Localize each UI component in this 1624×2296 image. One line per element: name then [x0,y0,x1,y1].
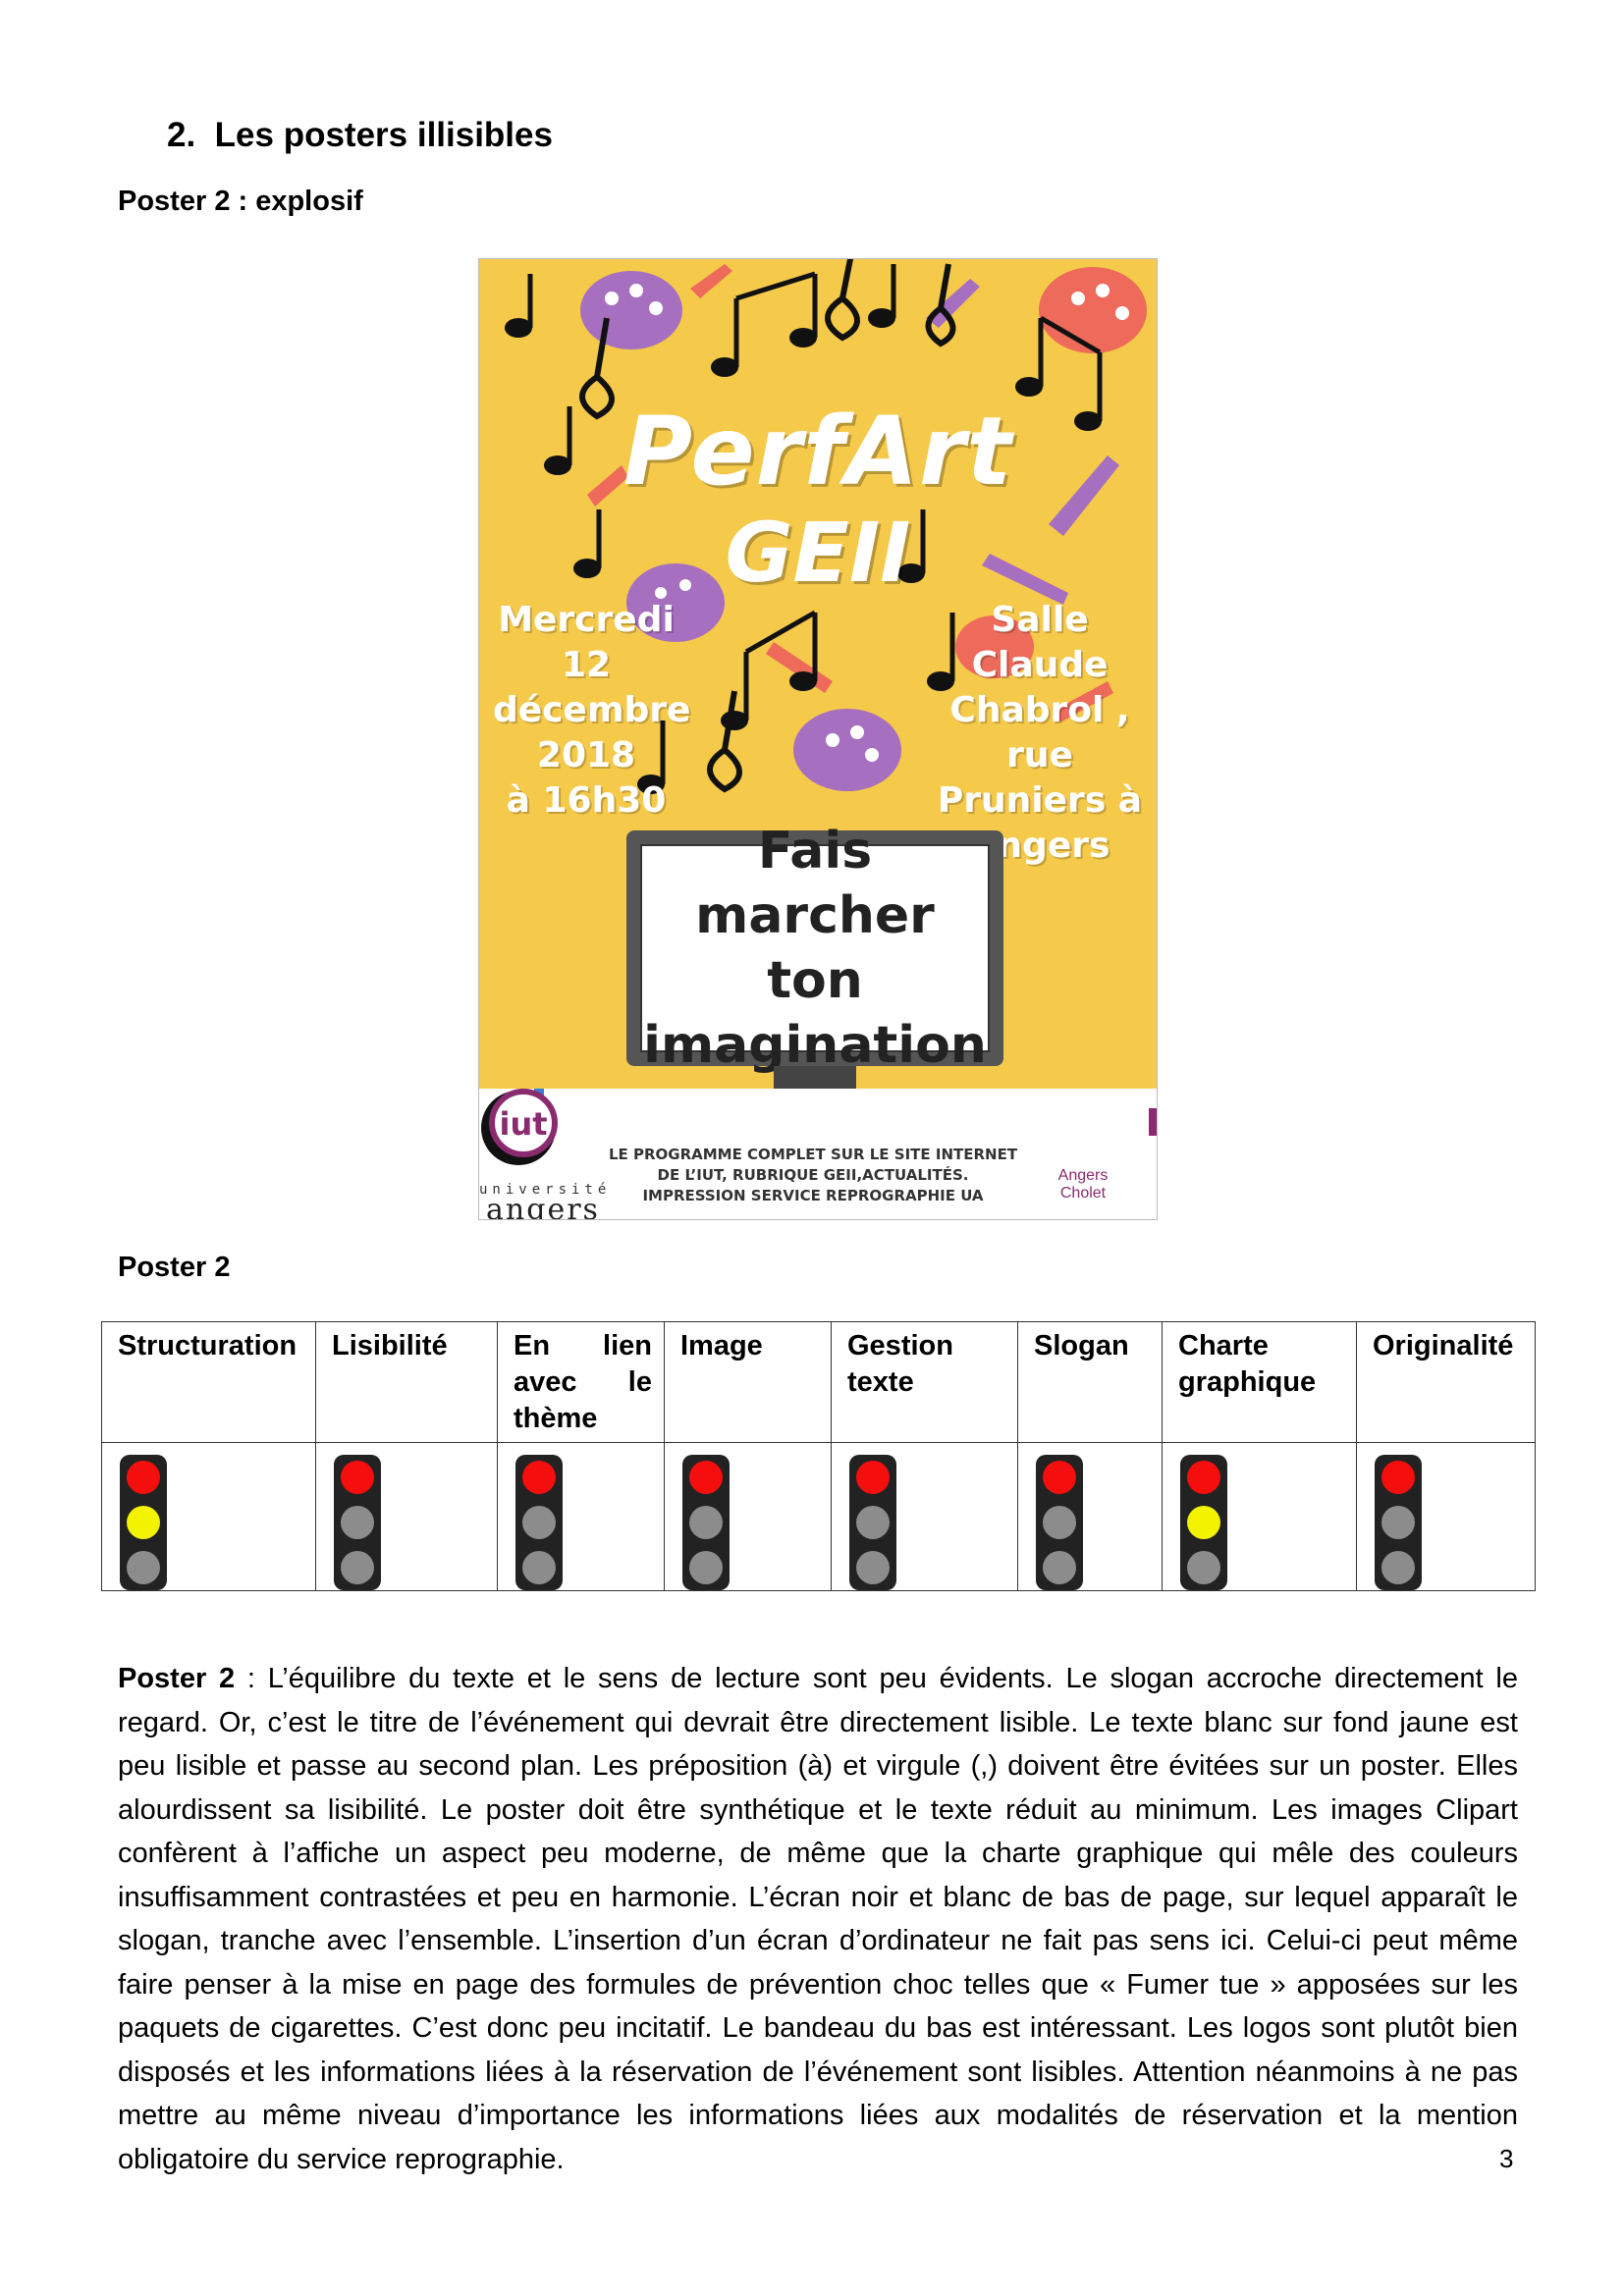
traffic-light-lamp-red [689,1461,723,1494]
commentary-lead: Poster 2 [118,1663,236,1694]
traffic-light-lamp-grey [522,1551,556,1584]
traffic-light-icon [849,1455,896,1590]
ua-logo-text-1: université [479,1182,612,1198]
treble-clef-icon [579,259,956,793]
poster-illustration [505,259,1147,794]
section-title: Les posters illisibles [214,116,553,154]
traffic-light-lamp-red [856,1461,890,1494]
traffic-light-cell [101,1442,316,1591]
header-image: Image [664,1321,832,1443]
band-marker [1149,1108,1157,1136]
traffic-light-icon [682,1455,730,1590]
poster-title-line1: PerfArt [623,397,1013,507]
traffic-light-lamp-grey [1187,1551,1220,1584]
traffic-light-lamp-yellow [127,1506,160,1539]
traffic-light-cell [315,1442,498,1591]
commentary-text: : L’équilibre du texte et le sens de lec… [118,1663,1518,2175]
evaluation-table: Structuration Lisibilité En lien avec le… [101,1321,1536,1591]
header-slogan: Slogan [1017,1321,1163,1443]
traffic-light-lamp-red [1381,1461,1415,1494]
section-heading: 2. Les posters illisibles [167,116,553,155]
header-lisibilite: Lisibilité [315,1321,498,1443]
traffic-light-lamp-red [127,1461,160,1494]
poster-heading: Poster 2 : explosif [118,186,363,217]
traffic-light-lamp-grey [856,1506,890,1539]
table-header-row: Structuration Lisibilité En lien avec le… [101,1321,1536,1443]
poster-date: Mercredi 12 décembre 2018 à 16h30 [493,600,691,821]
poster-title-line2: GEII [725,505,911,601]
traffic-light-cell [1162,1442,1357,1591]
ua-logo-text-2: angers [486,1193,600,1220]
poster-footer-band: ua université angers LE PROGRAMME COMPLE… [479,1089,1157,1219]
traffic-light-lamp-grey [127,1551,160,1584]
traffic-light-cell [1017,1442,1163,1591]
traffic-light-cell [831,1442,1018,1591]
header-structuration: Structuration [101,1321,316,1443]
iut-city: Angers Cholet [1057,1167,1109,1201]
traffic-light-lamp-red [1187,1461,1220,1494]
traffic-light-lamp-grey [856,1551,890,1584]
traffic-light-lamp-red [341,1461,374,1494]
computer-screen: Fais marcher ton imagination [626,822,1003,1075]
traffic-light-icon [120,1455,167,1590]
traffic-light-lamp-red [522,1461,556,1494]
header-originalite: Originalité [1356,1321,1536,1443]
traffic-light-cell [664,1442,832,1591]
poster-footer-text: LE PROGRAMME COMPLET SUR LE SITE INTERNE… [608,1146,1018,1204]
header-gestion-texte: Gestion texte [831,1321,1018,1443]
traffic-light-lamp-grey [1381,1506,1415,1539]
traffic-light-icon [334,1455,381,1590]
traffic-light-lamp-grey [341,1506,374,1539]
traffic-light-icon [1180,1455,1227,1590]
traffic-light-icon [1375,1455,1422,1590]
iut-logo-icon: iut [489,1089,558,1157]
traffic-light-cell [497,1442,665,1591]
section-number: 2. [167,116,196,154]
traffic-light-cell [1356,1442,1536,1591]
page-number: 3 [1499,2144,1514,2173]
traffic-light-lamp-yellow [1187,1506,1220,1539]
header-en-lien: En lien avec le thème [497,1321,665,1443]
traffic-light-lamp-grey [689,1506,723,1539]
poster-slogan: Fais marcher ton imagination [643,822,987,1075]
commentary-paragraph: Poster 2 : L’équilibre du texte et le se… [118,1657,1518,2181]
traffic-light-icon [1036,1455,1083,1590]
traffic-light-lamp-red [1043,1461,1076,1494]
traffic-light-lamp-grey [522,1506,556,1539]
header-charte-graphique: Charte graphique [1162,1321,1357,1443]
traffic-light-lamp-grey [341,1551,374,1584]
traffic-light-lamp-grey [1043,1506,1076,1539]
poster-image: PerfArt GEII Mercredi 12 décembre 2018 à… [478,258,1158,1220]
traffic-light-icon [515,1455,563,1590]
table-caption: Poster 2 [118,1252,231,1283]
traffic-light-row [101,1442,1536,1591]
brush-icon [587,264,1119,722]
traffic-light-lamp-grey [689,1551,723,1584]
iut-logo-text: iut [499,1105,547,1143]
traffic-light-lamp-grey [1381,1551,1415,1584]
traffic-light-lamp-grey [1043,1551,1076,1584]
